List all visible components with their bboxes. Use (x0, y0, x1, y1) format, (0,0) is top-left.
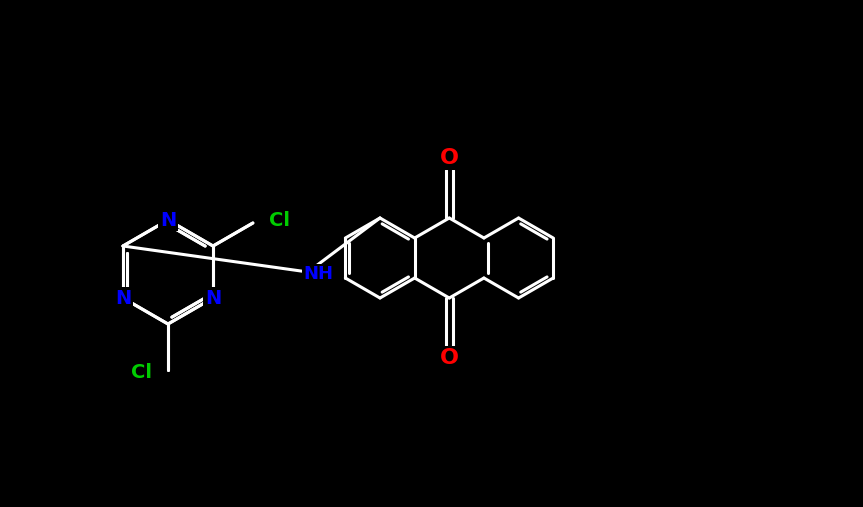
Text: Cl: Cl (131, 363, 152, 381)
Text: N: N (205, 288, 221, 308)
Text: Cl: Cl (269, 211, 290, 231)
Text: NH: NH (303, 265, 333, 283)
Text: N: N (160, 210, 176, 230)
Text: NH: NH (303, 265, 333, 283)
Text: N: N (205, 288, 221, 308)
Text: O: O (440, 148, 459, 168)
Text: Cl: Cl (269, 211, 290, 231)
Text: O: O (440, 348, 459, 368)
Text: N: N (160, 210, 176, 230)
Text: N: N (115, 288, 131, 308)
Text: N: N (115, 288, 131, 308)
Text: Cl: Cl (131, 363, 152, 381)
